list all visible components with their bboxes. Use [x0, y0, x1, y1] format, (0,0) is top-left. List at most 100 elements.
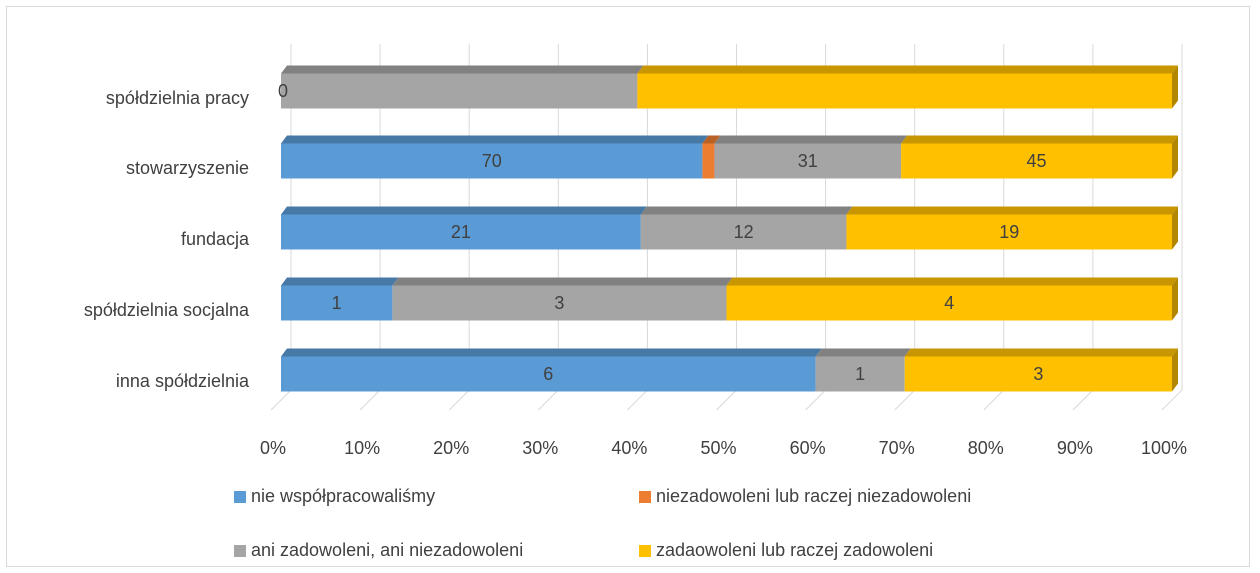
bar-segment-top — [901, 135, 1178, 144]
bar-segment-top — [281, 348, 822, 357]
bar-segment-top — [281, 206, 647, 215]
x-tick-label: 90% — [1057, 438, 1093, 458]
bar-segment-top — [281, 277, 399, 286]
data-label: 6 — [543, 364, 553, 384]
data-label: 70 — [482, 151, 502, 171]
bar-segment — [640, 206, 853, 250]
bar-segment-front — [281, 143, 703, 179]
gridline-floor — [270, 389, 292, 411]
bar-segment — [726, 277, 1178, 321]
data-label: 21 — [451, 222, 471, 242]
bar-side — [1172, 277, 1178, 321]
x-tick-label: 10% — [344, 438, 380, 458]
data-label: 4 — [944, 293, 954, 313]
data-label: 31 — [798, 151, 818, 171]
data-label: 0 — [278, 81, 288, 101]
bar-segment-front — [281, 73, 638, 109]
x-tick-label: 40% — [611, 438, 647, 458]
data-label: 1 — [855, 364, 865, 384]
bar-segment — [901, 135, 1178, 179]
bar-segment-front — [281, 285, 393, 321]
bar-segment-front — [904, 356, 1172, 392]
gridline-floor — [1072, 389, 1094, 411]
bar-segment-top — [640, 206, 853, 215]
bar-segment-top — [281, 135, 709, 144]
bar-segment-front — [846, 214, 1172, 250]
bar-segment — [714, 135, 908, 179]
bar-side — [1172, 348, 1178, 392]
category-label: spółdzielnia socjalna — [84, 300, 250, 320]
gridline-floor — [627, 389, 648, 411]
x-tick-label: 100% — [1141, 438, 1187, 458]
bar-segment-front — [640, 214, 847, 250]
axes: 0% 10% 20% 30% 40% 50% 60% 70% 80% 90% 100% spółdzi… — [84, 88, 1187, 458]
bar-segment-front — [281, 214, 641, 250]
gridline-floor — [448, 389, 470, 411]
legend-label: nie współpracowaliśmy — [251, 486, 436, 506]
bar-segment — [815, 348, 911, 392]
bar-segment — [904, 348, 1178, 392]
bar-segment — [637, 65, 1178, 109]
gridline-floor — [894, 389, 916, 411]
legend-item: niezadowoleni lub raczej niezadowoleni — [639, 486, 971, 507]
bar-segment-front — [637, 73, 1172, 109]
bar-segment-top — [714, 135, 908, 144]
data-label: 3 — [554, 293, 564, 313]
bar-segment-front — [702, 143, 715, 179]
bar-segment-front — [714, 143, 902, 179]
bar-segment-top — [846, 206, 1178, 215]
x-tick-label: 70% — [879, 438, 915, 458]
bar-side — [1172, 206, 1178, 250]
bar-segment-top — [726, 277, 1178, 286]
bar-segment — [281, 135, 709, 179]
gridline-floor — [805, 389, 826, 411]
legend-label: zadaowoleni lub raczej zadowoleni — [656, 540, 934, 560]
category-label: inna spółdzielnia — [116, 371, 250, 391]
bar-segment-front — [281, 356, 816, 392]
bar-segment-front — [901, 143, 1172, 179]
gridline-floor — [716, 389, 737, 411]
bar-side — [1172, 135, 1178, 179]
legend-item: nie współpracowaliśmy — [234, 486, 435, 507]
x-tick-label: 30% — [522, 438, 558, 458]
bars — [281, 65, 1178, 392]
data-label: 1 — [332, 293, 342, 313]
bar-segment — [702, 135, 721, 179]
legend-swatch — [234, 544, 246, 557]
bar-segment — [281, 65, 644, 109]
category-label: spółdzielnia pracy — [106, 88, 249, 108]
bar-segment-front — [726, 285, 1172, 321]
category-label: fundacja — [181, 229, 250, 249]
x-tick-label: 20% — [433, 438, 469, 458]
legend-item: zadaowoleni lub raczej zadowoleni — [639, 540, 933, 561]
legend-label: ani zadowoleni, ani niezadowoleni — [251, 540, 524, 560]
bar-segment-top — [392, 277, 733, 286]
bar-segment-top — [702, 135, 721, 144]
bar-side — [1172, 65, 1178, 109]
gridline-floor — [1161, 389, 1183, 411]
bar-segment-front — [392, 285, 727, 321]
x-tick-label: 50% — [700, 438, 736, 458]
bar-segment-front — [815, 356, 905, 392]
gridline-floor — [983, 389, 1005, 411]
bar-segment — [281, 348, 822, 392]
legend-item: ani zadowoleni, ani niezadowoleni — [234, 540, 523, 561]
bar-segment — [846, 206, 1178, 250]
legend-swatch — [639, 544, 651, 557]
bar-segment-top — [904, 348, 1178, 357]
x-tick-label: 0% — [260, 438, 286, 458]
category-label: stowarzyszenie — [126, 158, 249, 178]
data-label: 45 — [1027, 151, 1047, 171]
bar-segment-top — [637, 65, 1178, 74]
bar-segment-top — [281, 65, 644, 74]
legend-swatch — [639, 490, 651, 503]
bar-segment — [281, 277, 399, 321]
chart-legend: nie współpracowaliśmy niezadowoleni lub r… — [234, 486, 1134, 566]
bar-segment — [392, 277, 733, 321]
gridline-floor — [537, 389, 559, 411]
data-labels: 0 70 31 45 21 12 19 1 3 4 6 1 3 — [278, 81, 1047, 384]
data-label: 19 — [999, 222, 1019, 242]
bar-segment — [281, 206, 647, 250]
data-label: 3 — [1033, 364, 1043, 384]
